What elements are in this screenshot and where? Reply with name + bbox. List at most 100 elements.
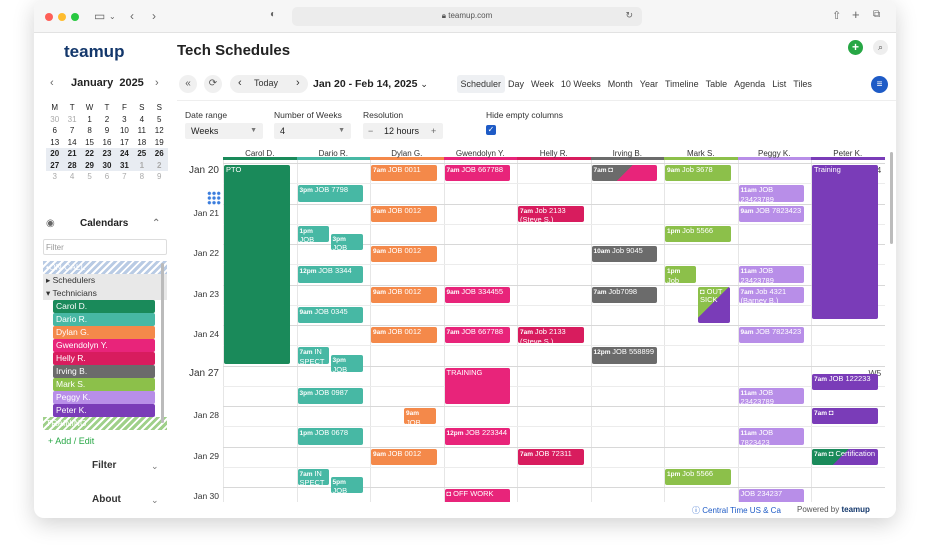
- event-block[interactable]: 7am JOB 122233: [812, 373, 878, 390]
- column-header[interactable]: Dylan G.: [370, 149, 444, 160]
- add-edit-link[interactable]: + Add / Edit: [48, 436, 95, 446]
- event-block[interactable]: 9am JOB 7823423: [738, 327, 804, 344]
- view-tab-table[interactable]: Table: [705, 79, 728, 89]
- chevron-down-icon[interactable]: ⌄: [151, 495, 159, 505]
- event-block[interactable]: 11am JOB 23423789: [738, 387, 804, 404]
- today-button[interactable]: Today: [254, 78, 279, 88]
- event-block[interactable]: 9am JOB 0012: [371, 246, 437, 263]
- search-button[interactable]: ⌕: [873, 40, 888, 55]
- mini-day[interactable]: 13: [50, 137, 60, 147]
- event-block[interactable]: ◘ OUT SICK: [698, 286, 730, 323]
- mini-day[interactable]: 15: [85, 137, 94, 147]
- mini-day[interactable]: 4: [139, 114, 145, 124]
- chevron-down-icon[interactable]: ⌄: [151, 461, 159, 471]
- main-menu-button[interactable]: ≡: [871, 76, 888, 93]
- timezone-link[interactable]: ⓘ Central Time US & Ca: [692, 506, 781, 515]
- event-block[interactable]: 11am JOB 7823423: [738, 428, 804, 445]
- view-tab-week[interactable]: Week: [531, 79, 554, 89]
- event-block[interactable]: 11am JOB 23423789: [738, 185, 804, 202]
- calendar-list-scrollbar[interactable]: [161, 263, 164, 423]
- tabs-overview-icon[interactable]: ⧉: [873, 9, 881, 20]
- mini-day[interactable]: 20: [50, 149, 60, 158]
- mini-day[interactable]: 30: [102, 160, 112, 170]
- mini-day[interactable]: 7: [122, 172, 127, 181]
- event-block[interactable]: 3pm JOB 7798: [330, 355, 363, 372]
- mini-day[interactable]: 3: [52, 172, 57, 181]
- calendar-item[interactable]: Mark S.: [53, 378, 155, 391]
- add-event-button[interactable]: +: [848, 40, 863, 55]
- event-block[interactable]: 3pm JOB 0876: [330, 233, 363, 250]
- grid-scrollbar[interactable]: [890, 152, 893, 244]
- back-icon[interactable]: ‹: [130, 9, 134, 23]
- date-range-select[interactable]: Weeks ▼: [185, 123, 263, 139]
- calendar-item[interactable]: Dario R.: [53, 313, 155, 326]
- event-block[interactable]: 12pm JOB 3344: [297, 266, 363, 283]
- event-block[interactable]: 7am IN SPECT: [297, 468, 329, 485]
- calendar-item[interactable]: TRAINING: [43, 417, 167, 430]
- mini-day[interactable]: 1: [87, 114, 92, 124]
- mini-day[interactable]: 11: [137, 126, 146, 135]
- mini-day[interactable]: 17: [119, 137, 129, 147]
- event-block[interactable]: 12pm JOB 558899: [591, 347, 657, 364]
- calendar-filter-input[interactable]: Filter: [43, 239, 167, 255]
- event-block[interactable]: 7am JOB 72311: [518, 448, 584, 465]
- calendar-item[interactable]: Gwendolyn Y.: [53, 339, 155, 352]
- column-header[interactable]: Mark S.: [664, 149, 738, 160]
- event-block[interactable]: 1pm Job 5566: [665, 266, 696, 283]
- event-block[interactable]: 9am JOB 0012: [371, 286, 437, 303]
- mini-day[interactable]: 6: [104, 172, 110, 181]
- mini-day[interactable]: 9: [104, 126, 110, 135]
- view-tab-scheduler[interactable]: Scheduler: [457, 75, 505, 93]
- new-tab-icon[interactable]: +: [852, 7, 860, 22]
- reload-icon[interactable]: ↻: [625, 10, 633, 20]
- mini-day[interactable]: 29: [85, 160, 94, 170]
- event-block[interactable]: 9am JOB 0012: [404, 408, 436, 425]
- mini-day[interactable]: 3: [122, 114, 127, 124]
- mini-day[interactable]: 27: [50, 160, 60, 170]
- event-block[interactable]: JOB 234237: [738, 489, 804, 502]
- mini-day[interactable]: 16: [102, 137, 112, 147]
- mini-day[interactable]: 23: [102, 149, 112, 158]
- mini-day[interactable]: 4: [69, 172, 75, 181]
- event-block[interactable]: 7am IN SPECT: [297, 347, 329, 364]
- prev-month-icon[interactable]: ‹: [50, 77, 54, 89]
- plus-icon[interactable]: +: [431, 126, 437, 136]
- view-tab-month[interactable]: Month: [607, 79, 633, 89]
- mini-day[interactable]: 24: [119, 149, 129, 158]
- date-range-picker[interactable]: Jan 20 - Feb 14, 2025 ⌄: [313, 78, 428, 90]
- event-block[interactable]: 7am JOB 0011: [371, 165, 437, 182]
- event-block[interactable]: 9am JOB 334455: [444, 286, 510, 303]
- event-block[interactable]: 3pm JOB 7798: [297, 185, 363, 202]
- calendar-item[interactable]: Irving B.: [53, 365, 155, 378]
- calendar-item[interactable]: Dylan G.: [53, 326, 155, 339]
- column-header[interactable]: Irving B.: [590, 149, 664, 160]
- share-icon[interactable]: ⇧: [832, 10, 842, 22]
- event-block[interactable]: 11am JOB 23423789: [738, 266, 804, 283]
- resolution-stepper[interactable]: − 12 hours +: [363, 123, 443, 139]
- calendar-item[interactable]: ▸ Schedulers: [43, 274, 167, 287]
- column-header[interactable]: Gwendolyn Y.: [443, 149, 517, 160]
- chevron-down-icon[interactable]: ⌄: [109, 12, 116, 21]
- event-block[interactable]: Training: [812, 165, 878, 319]
- close-window-icon[interactable]: [45, 13, 53, 21]
- chevron-up-icon[interactable]: ⌃: [152, 218, 161, 229]
- refresh-button[interactable]: ⟳: [204, 75, 222, 93]
- event-block[interactable]: 7am ◘ Certification: [812, 448, 878, 465]
- mini-day[interactable]: 31: [119, 160, 129, 170]
- event-block[interactable]: ◘ OFF WORK: [444, 489, 510, 502]
- calendar-item[interactable]: Peter K.: [53, 404, 155, 417]
- event-block[interactable]: 1pm JOB 0678: [297, 225, 329, 242]
- calendars-header[interactable]: ◉ Calendars ⌃: [46, 218, 168, 232]
- event-block[interactable]: 1pm Job 5566: [665, 468, 731, 485]
- forward-icon[interactable]: ›: [152, 9, 156, 23]
- hide-empty-checkbox[interactable]: ✓: [486, 125, 496, 135]
- column-header[interactable]: Dario R.: [296, 149, 370, 160]
- event-block[interactable]: 3pm JOB 0987: [297, 387, 363, 404]
- event-block[interactable]: 9am JOB 0012: [371, 448, 437, 465]
- calendar-item[interactable]: •ON CALL: [43, 261, 167, 274]
- mini-day[interactable]: 2: [104, 114, 110, 124]
- event-block[interactable]: PTO: [224, 165, 290, 364]
- mini-day[interactable]: 18: [137, 137, 147, 147]
- mini-day[interactable]: 28: [67, 160, 77, 170]
- mini-day[interactable]: 25: [137, 149, 147, 158]
